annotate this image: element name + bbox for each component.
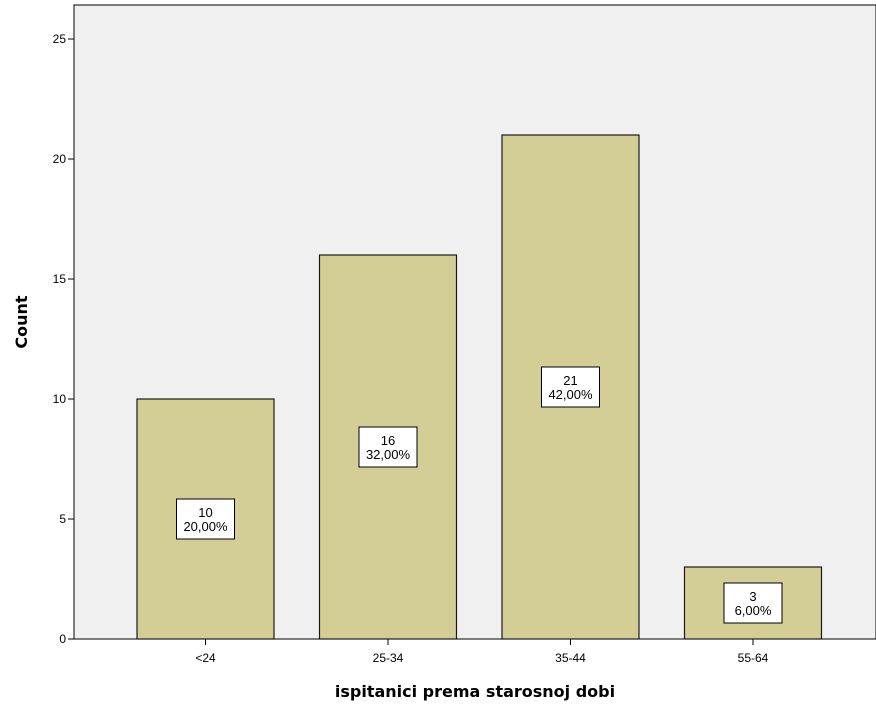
y-tick-label-1: 5 — [59, 512, 66, 526]
y-tick-label-2: 10 — [53, 392, 67, 406]
data-label-percent-1: 32,00% — [366, 447, 411, 462]
y-tick-label-3: 15 — [53, 272, 67, 286]
data-label-count-0: 10 — [198, 505, 212, 520]
data-label-percent-2: 42,00% — [548, 387, 593, 402]
y-axis-title: Count — [12, 295, 31, 349]
data-label-box-2 — [541, 366, 600, 408]
data-label-box-0 — [176, 498, 235, 540]
data-label-count-3: 3 — [749, 589, 756, 604]
x-tick-label-1: 25-34 — [373, 651, 404, 665]
x-axis-title: ispitanici prema starosnoj dobi — [335, 682, 615, 701]
x-tick-label-2: 35-44 — [555, 651, 586, 665]
data-label-count-1: 16 — [381, 433, 395, 448]
data-label-box-3 — [723, 582, 783, 624]
data-label-count-2: 21 — [563, 373, 577, 388]
y-tick-label-4: 20 — [53, 152, 67, 166]
x-tick-label-3: 55-64 — [738, 651, 769, 665]
y-axis: 0 5 10 15 20 25 — [53, 32, 74, 646]
y-tick-label-5: 25 — [53, 32, 67, 46]
data-label-percent-0: 20,00% — [183, 519, 228, 534]
data-label-percent-3: 6,00% — [735, 603, 772, 618]
x-axis: <24 25-34 35-44 55-64 — [195, 639, 769, 665]
y-tick-label-0: 0 — [59, 632, 66, 646]
x-tick-label-0: <24 — [195, 651, 216, 665]
data-label-box-1 — [358, 426, 418, 468]
